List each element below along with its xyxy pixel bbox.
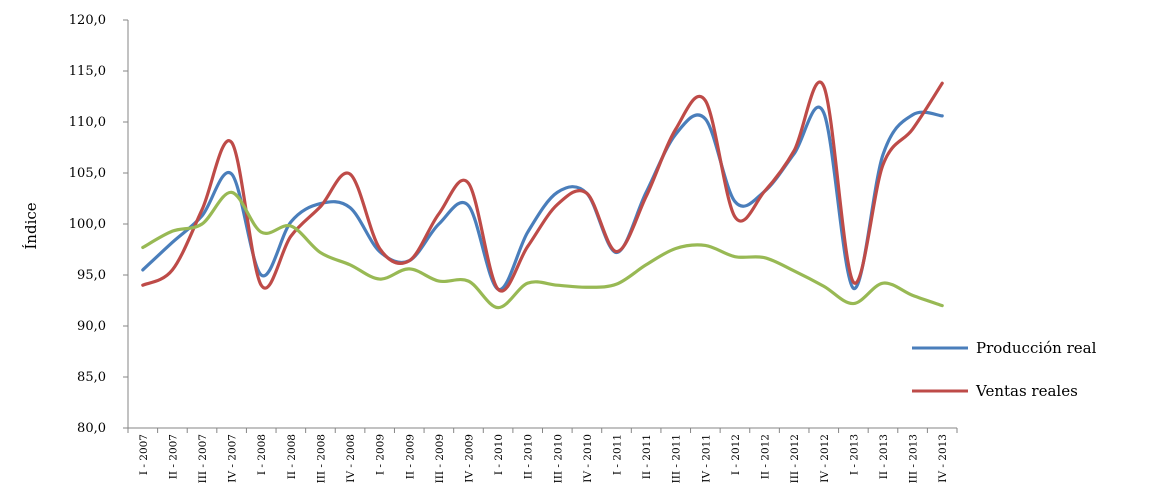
x-tick-label: IV - 2012 xyxy=(819,434,831,483)
x-tick-label: IV - 2009 xyxy=(463,434,475,483)
x-tick-label: III - 2009 xyxy=(434,434,446,483)
x-tick-label: IV - 2013 xyxy=(937,434,949,483)
y-axis-label: Índice xyxy=(22,202,40,249)
y-tick-label: 90,0 xyxy=(77,319,106,334)
x-tick-label: III - 2011 xyxy=(671,434,683,483)
x-tick-label: I - 2009 xyxy=(375,434,387,475)
series-lines xyxy=(141,80,944,310)
x-tick-label: IV - 2010 xyxy=(582,434,594,483)
x-tick-label: II - 2008 xyxy=(286,434,298,479)
y-tick-label: 120,0 xyxy=(69,13,106,28)
y-tick-label: 80,0 xyxy=(77,421,106,436)
x-tick-label: III - 2008 xyxy=(315,434,327,483)
x-tick-label: III - 2012 xyxy=(789,434,801,483)
x-tick-label: II - 2012 xyxy=(760,434,772,479)
x-tick-label: III - 2007 xyxy=(197,434,209,483)
legend: Producción real Ventas reales xyxy=(912,339,1097,400)
x-tick-label: I - 2008 xyxy=(256,434,268,475)
y-tick-label: 105,0 xyxy=(69,166,106,181)
x-tick-label: I - 2012 xyxy=(730,434,742,475)
series-line-green xyxy=(141,190,944,310)
y-tick-label: 95,0 xyxy=(77,268,106,283)
x-tick-label: I - 2007 xyxy=(138,434,150,475)
x-tick-label: II - 2010 xyxy=(523,434,535,479)
legend-label-produccion: Producción real xyxy=(976,339,1097,357)
y-axis: 80,0 85,0 90,0 95,0 100,0 105,0 110,0 115,0 120,… xyxy=(69,13,129,436)
y-tick-label: 115,0 xyxy=(69,64,106,79)
x-tick-label: I - 2011 xyxy=(612,434,624,475)
y-tick-label: 100,0 xyxy=(69,217,106,232)
legend-label-ventas: Ventas reales xyxy=(975,382,1078,400)
x-tick-label: II - 2009 xyxy=(404,434,416,479)
series-line-ventas-reales xyxy=(141,80,944,293)
x-tick-label: III - 2010 xyxy=(552,434,564,483)
x-tick-label: II - 2013 xyxy=(878,434,890,479)
x-tick-label: IV - 2011 xyxy=(700,434,712,483)
x-tick-label: II - 2011 xyxy=(641,434,653,479)
x-tick-label: IV - 2007 xyxy=(227,434,239,483)
x-tick-label: II - 2007 xyxy=(167,434,179,479)
x-tick-label: I - 2013 xyxy=(848,434,860,475)
y-tick-label: 85,0 xyxy=(77,370,106,385)
x-tick-label: I - 2010 xyxy=(493,434,505,475)
x-axis: I - 2007 II - 2007 III - 2007 IV - 2007 I - … xyxy=(127,427,958,483)
series-line-produccion-real xyxy=(141,105,944,291)
x-tick-label: IV - 2008 xyxy=(345,434,357,483)
x-tick-label: III - 2013 xyxy=(908,434,920,483)
y-tick-label: 110,0 xyxy=(69,115,106,130)
